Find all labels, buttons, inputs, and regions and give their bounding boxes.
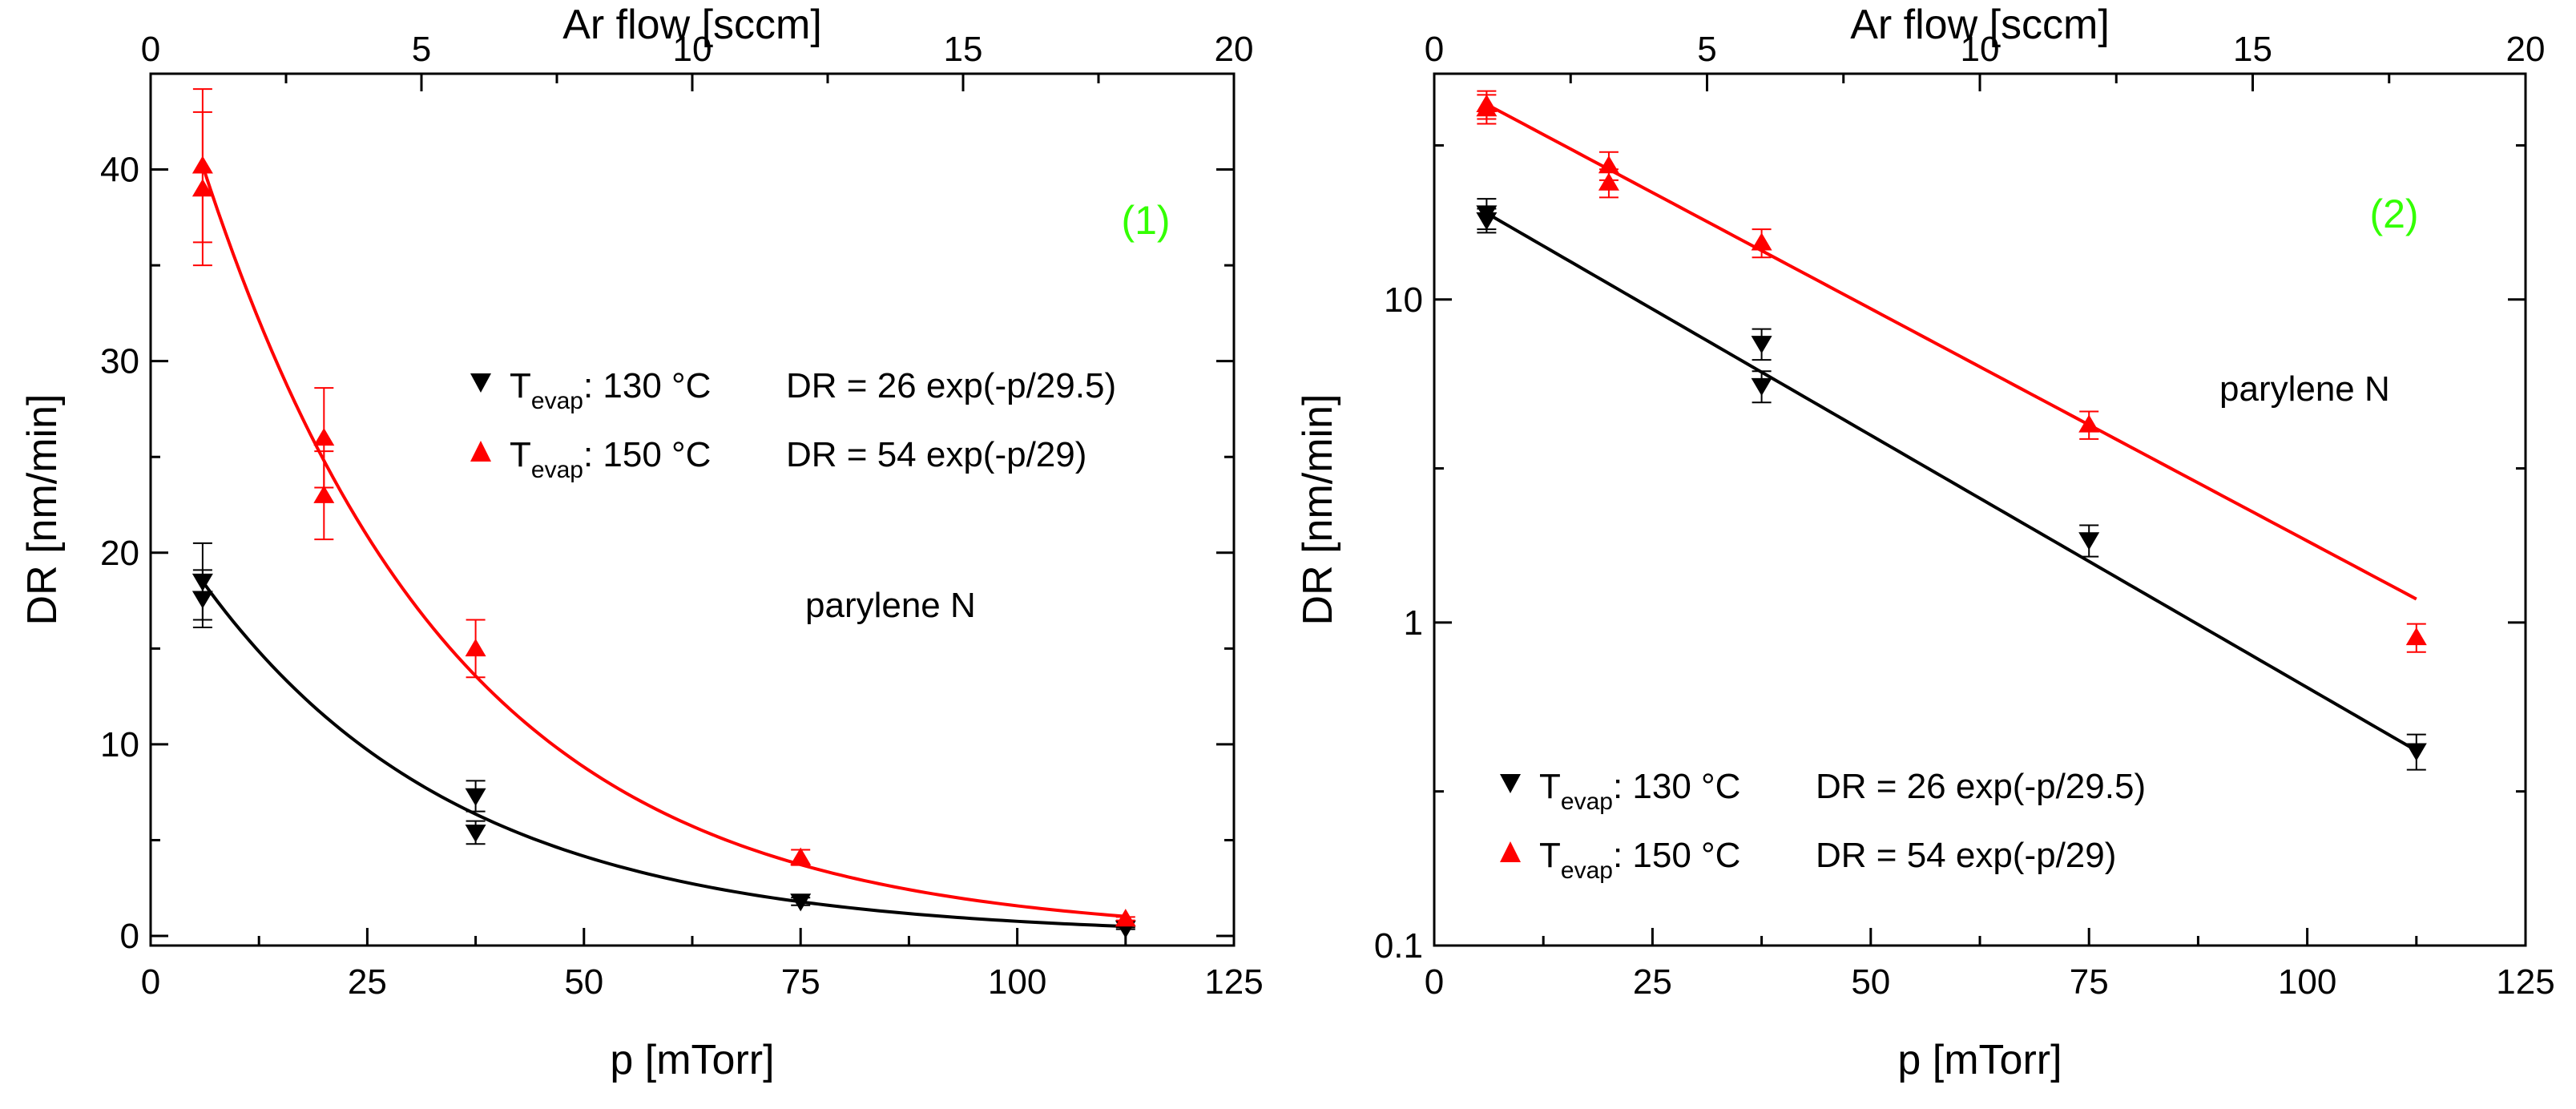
x2-tick-label: 10 — [1961, 30, 2000, 69]
x-tick-label: 75 — [781, 962, 820, 1002]
data-point-marker — [1115, 909, 1136, 927]
material-annotation: parylene N — [805, 586, 976, 625]
legend-marker — [470, 441, 491, 462]
fit-curve-1 — [1486, 212, 2417, 752]
legend-marker — [1500, 774, 1521, 793]
data-point-marker — [1476, 99, 1498, 117]
data-point-marker — [465, 825, 486, 843]
x2-tick-label: 15 — [2233, 30, 2272, 69]
x-tick-label: 0 — [141, 962, 160, 1002]
fit-curve-1 — [201, 580, 1126, 929]
x2-tick-label: 5 — [1697, 30, 1716, 69]
data-point-marker — [1751, 232, 1772, 251]
y-tick-label: 0 — [120, 917, 139, 956]
data-point-marker — [1598, 172, 1619, 191]
plot-frame — [149, 72, 1236, 947]
y-tick-label: 10 — [100, 725, 139, 764]
panel-label: (2) — [2369, 192, 2418, 236]
x2-tick-label: 20 — [1215, 30, 1254, 69]
data-point-marker — [313, 427, 335, 446]
legend-label: Tevap: 130 °C — [510, 366, 711, 414]
x-tick-label: 100 — [2278, 962, 2336, 1002]
x-tick-label: 25 — [348, 962, 387, 1002]
x-tick-label: 0 — [1425, 962, 1444, 1002]
x2-axis-title: Ar flow [sccm] — [1850, 2, 2110, 48]
x2-tick-label: 20 — [2506, 30, 2546, 69]
x-axis-title: p [mTorr] — [1897, 1037, 2062, 1083]
chart-panel-2: 0 25 50 75 100 125 0 5 10 15 20 0.1 1 10 p [mTorr] Ar f… — [1295, 2, 2555, 1083]
legend-label: Tevap: 150 °C — [510, 435, 711, 483]
legend-fit-equation: DR = 54 exp(-p/29) — [1816, 836, 2116, 875]
data-point-marker — [191, 179, 213, 197]
data-point-marker — [2078, 414, 2100, 433]
x-tick-label: 125 — [1204, 962, 1263, 1002]
y-tick-label: 10 — [1384, 280, 1423, 320]
y-tick-label: 20 — [100, 534, 139, 573]
x-tick-label: 25 — [1633, 962, 1672, 1002]
panel-label: (1) — [1121, 198, 1170, 243]
legend-marker — [470, 373, 491, 393]
material-annotation: parylene N — [2219, 369, 2390, 409]
x2-axis-title: Ar flow [sccm] — [562, 2, 822, 48]
fit-curve-2 — [1486, 103, 2417, 601]
x-axis-title: p [mTorr] — [610, 1037, 774, 1083]
y-tick-label: 30 — [100, 342, 139, 381]
legend-label: Tevap: 130 °C — [1539, 767, 1740, 815]
data-point-marker — [1476, 212, 1498, 231]
data-point-marker — [1751, 336, 1772, 354]
legend-label: Tevap: 150 °C — [1539, 836, 1740, 884]
legend-fit-equation: DR = 26 exp(-p/29.5) — [1816, 767, 2146, 806]
x2-tick-label: 0 — [141, 30, 160, 69]
data-point-marker — [2078, 532, 2100, 550]
y-tick-label: 40 — [100, 151, 139, 190]
y-axis-title: DR [nm/min] — [1295, 394, 1341, 626]
x2-tick-label: 15 — [944, 30, 983, 69]
fit-curve-2 — [201, 165, 1126, 918]
y-axis-title: DR [nm/min] — [19, 394, 66, 626]
data-point-marker — [313, 485, 335, 503]
x2-tick-label: 10 — [673, 30, 712, 69]
y-tick-label: 1 — [1404, 603, 1423, 643]
x-tick-label: 75 — [2070, 962, 2109, 1002]
legend-marker — [1500, 841, 1521, 862]
x2-tick-label: 0 — [1425, 30, 1444, 69]
data-point-marker — [465, 639, 486, 657]
legend-fit-equation: DR = 54 exp(-p/29) — [786, 435, 1086, 474]
legend-fit-equation: DR = 26 exp(-p/29.5) — [786, 366, 1116, 405]
data-point-marker — [1751, 377, 1772, 396]
data-point-marker — [790, 893, 812, 912]
x-tick-label: 100 — [988, 962, 1046, 1002]
x-tick-label: 50 — [564, 962, 603, 1002]
x2-tick-label: 5 — [412, 30, 431, 69]
x-tick-label: 125 — [2496, 962, 2554, 1002]
y-tick-label: 0.1 — [1374, 926, 1423, 966]
data-point-marker — [2405, 743, 2427, 761]
data-point-marker — [790, 847, 812, 865]
chart-panel-1: 0 25 50 75 100 125 0 5 10 15 20 0 10 20 30 40 p [mTorr] A… — [19, 2, 1264, 1083]
x-tick-label: 50 — [1851, 962, 1890, 1002]
data-point-marker — [2405, 627, 2427, 646]
data-point-marker — [465, 788, 486, 806]
data-point-marker — [191, 591, 213, 609]
